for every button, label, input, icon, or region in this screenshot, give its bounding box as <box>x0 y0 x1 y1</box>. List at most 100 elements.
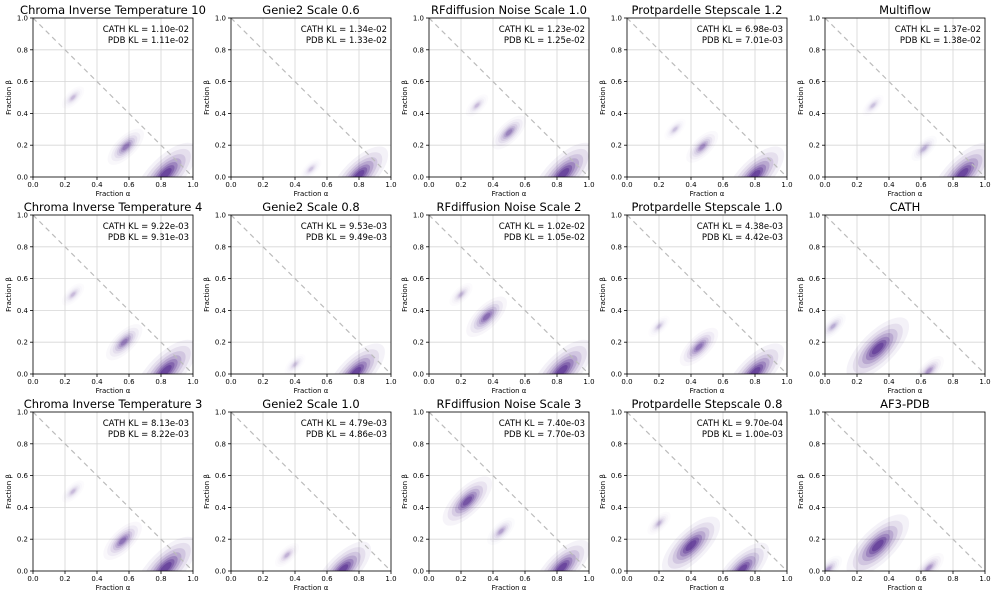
y-tick-label: 0.4 <box>611 110 623 118</box>
pdb-kl-annotation: PDB KL = 7.01e-03 <box>702 36 783 46</box>
x-tick-label: 0.2 <box>851 181 862 189</box>
density-mode <box>533 539 589 571</box>
x-tick-label: 0.8 <box>947 575 958 583</box>
contour-level <box>921 146 927 151</box>
y-tick-label: 0.0 <box>611 371 622 379</box>
contour-level <box>470 300 503 333</box>
panel: 0.0 0.2 0.4 0.6 0.8 1.0 0.0 0.2 0.4 0.6 0.8 1.0 Frac… <box>401 397 595 592</box>
reference-diagonal-line <box>429 412 589 571</box>
pdb-kl-annotation: PDB KL = 7.70e-03 <box>504 430 585 440</box>
y-tick-label: 0.4 <box>611 504 623 512</box>
panel: 0.0 0.2 0.4 0.6 0.8 1.0 0.0 0.2 0.4 0.6 0.8 1.0 Frac… <box>203 397 397 592</box>
x-tick-label: 0.0 <box>621 378 632 386</box>
contour-level <box>852 323 903 374</box>
y-tick-label: 0.6 <box>413 275 425 283</box>
x-tick-label: 0.2 <box>59 181 70 189</box>
x-tick-label: 0.4 <box>487 378 499 386</box>
x-axis-label: Fraction α <box>690 387 725 395</box>
y-tick-label: 1.0 <box>215 15 226 23</box>
x-tick-label: 0.0 <box>225 181 236 189</box>
density-mode <box>107 525 139 557</box>
x-tick-label: 0.4 <box>487 575 499 583</box>
y-tick-label: 0.4 <box>413 110 425 118</box>
reference-diagonal-line <box>825 18 985 177</box>
cath-kl-annotation: CATH KL = 9.53e-03 <box>301 222 387 232</box>
y-tick-label: 0.8 <box>17 243 28 251</box>
pdb-kl-annotation: PDB KL = 1.05e-02 <box>504 233 585 243</box>
x-tick-label: 0.8 <box>155 181 166 189</box>
reference-diagonal-line <box>825 412 985 571</box>
y-tick-label: 0.4 <box>215 307 227 315</box>
density-mode <box>654 322 664 331</box>
y-tick-label: 0.8 <box>809 243 820 251</box>
contour-level <box>474 103 480 108</box>
cath-kl-annotation: CATH KL = 1.02e-02 <box>499 222 585 232</box>
y-tick-label: 0.8 <box>611 440 622 448</box>
axes-frame <box>32 214 194 375</box>
axes-frame <box>428 214 590 375</box>
panel-title: Genie2 Scale 0.6 <box>262 3 359 17</box>
y-tick-label: 1.0 <box>809 212 820 220</box>
y-tick-label: 0.4 <box>17 307 29 315</box>
reference-diagonal-line <box>33 215 193 374</box>
contour-level <box>498 528 504 534</box>
x-tick-label: 0.6 <box>123 575 135 583</box>
contour-level <box>871 342 884 355</box>
contour-level <box>926 565 932 571</box>
density-contours <box>280 541 372 571</box>
y-tick-label: 0.4 <box>809 307 821 315</box>
contour-level <box>110 528 135 553</box>
density-mode <box>280 549 294 562</box>
y-axis-label: Fraction β <box>203 80 211 115</box>
contour-level <box>532 142 589 177</box>
x-tick-label: 1.0 <box>583 378 594 386</box>
y-tick-label: 0.0 <box>17 371 28 379</box>
y-tick-label: 0.6 <box>215 275 227 283</box>
x-tick-label: 0.8 <box>749 378 760 386</box>
contour-level <box>329 146 389 177</box>
x-tick-label: 0.4 <box>289 181 301 189</box>
y-tick-label: 0.0 <box>413 568 424 576</box>
contour-level <box>284 552 290 558</box>
contour-level <box>825 560 837 571</box>
axes-frame <box>230 411 392 572</box>
contour-level <box>543 154 584 177</box>
contour-level <box>931 142 985 177</box>
x-tick-label: 1.0 <box>187 181 198 189</box>
contour-level <box>107 525 139 557</box>
x-axis-label: Fraction α <box>888 387 923 395</box>
contour-level <box>457 291 465 298</box>
y-tick-label: 0.2 <box>809 536 820 544</box>
panel-title: Chroma Inverse Temperature 10 <box>20 3 206 17</box>
panel: 0.0 0.2 0.4 0.6 0.8 1.0 0.0 0.2 0.4 0.6 0.8 1.0 Frac… <box>5 200 202 395</box>
density-mode <box>290 360 300 369</box>
x-tick-label: 0.6 <box>321 575 333 583</box>
contour-level <box>734 561 750 571</box>
x-tick-label: 0.8 <box>551 575 562 583</box>
contour-level <box>69 488 77 495</box>
x-tick-label: 0.4 <box>883 181 895 189</box>
x-tick-label: 0.8 <box>155 378 166 386</box>
contour-level <box>655 520 663 527</box>
contour-level <box>671 126 679 133</box>
contour-level <box>320 547 366 571</box>
contour-level <box>325 551 361 571</box>
contour-level <box>309 167 313 172</box>
y-tick-label: 0.2 <box>215 339 226 347</box>
contour-level <box>283 551 291 559</box>
y-axis-label: Fraction β <box>797 80 805 115</box>
x-axis-label: Fraction α <box>492 387 527 395</box>
contour-level <box>314 541 372 571</box>
y-tick-label: 0.0 <box>413 174 424 182</box>
density-mode <box>111 132 141 162</box>
contour-level <box>112 330 136 354</box>
contour-level <box>846 317 910 374</box>
y-tick-label: 0.0 <box>611 568 622 576</box>
y-tick-label: 0.4 <box>809 504 821 512</box>
contour-level <box>350 167 368 177</box>
density-mode <box>826 319 840 333</box>
contour-level <box>145 154 186 177</box>
density-mode <box>917 142 931 155</box>
contour-level <box>350 367 362 374</box>
